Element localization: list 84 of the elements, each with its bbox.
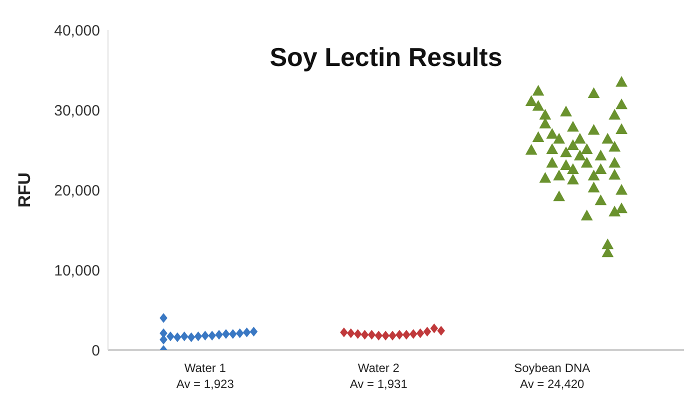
point — [340, 328, 348, 338]
point — [574, 132, 586, 144]
point — [553, 132, 566, 144]
point — [553, 190, 566, 202]
point — [574, 150, 586, 160]
point — [402, 330, 410, 340]
point — [616, 98, 628, 110]
point — [396, 330, 404, 340]
point — [201, 330, 210, 340]
point — [360, 330, 369, 340]
point — [588, 87, 600, 98]
point — [546, 156, 558, 168]
point — [608, 206, 621, 216]
point — [347, 328, 355, 338]
point — [580, 156, 593, 168]
point — [616, 123, 628, 134]
point — [580, 210, 593, 220]
y-tick-label: 40,000 — [54, 22, 100, 40]
point — [602, 132, 614, 144]
point — [553, 170, 566, 180]
point — [616, 76, 628, 87]
point — [616, 184, 628, 195]
point — [567, 163, 579, 174]
point — [368, 330, 376, 340]
point — [546, 128, 558, 139]
point — [602, 238, 614, 250]
point — [567, 120, 579, 132]
point — [594, 163, 607, 174]
point — [608, 168, 621, 180]
point — [242, 328, 251, 338]
point — [215, 330, 223, 340]
y-tick-label: 20,000 — [54, 182, 100, 200]
point — [532, 100, 544, 111]
point — [250, 326, 258, 336]
point — [588, 124, 600, 135]
point — [594, 150, 607, 160]
point — [409, 329, 418, 339]
point — [416, 328, 424, 338]
point — [594, 194, 607, 206]
x-tick-label: Water 1 Av = 1,923 — [176, 361, 234, 391]
point — [525, 95, 538, 106]
point — [437, 326, 445, 336]
point — [588, 182, 600, 192]
point — [174, 332, 182, 342]
point — [532, 131, 544, 142]
point — [608, 156, 621, 168]
point — [616, 202, 628, 214]
y-tick-label: 10,000 — [54, 262, 100, 280]
point — [588, 170, 600, 180]
point — [525, 144, 538, 155]
point — [236, 328, 244, 338]
point — [423, 326, 432, 336]
point — [180, 332, 188, 342]
y-tick-label: 0 — [92, 342, 100, 360]
point — [208, 330, 216, 340]
point — [388, 330, 396, 340]
point — [382, 330, 390, 340]
point — [374, 330, 383, 340]
point — [539, 108, 552, 120]
point — [430, 324, 438, 334]
point — [222, 329, 230, 339]
point — [539, 172, 552, 183]
point — [160, 313, 168, 323]
x-tick-label: Soybean DNA Av = 24,420 — [514, 361, 590, 391]
point — [194, 332, 202, 342]
point — [354, 329, 362, 339]
y-tick-label: 30,000 — [54, 102, 100, 120]
point — [546, 143, 558, 154]
point — [608, 140, 621, 152]
point — [532, 84, 544, 96]
point — [560, 106, 572, 116]
text: Soy Lectin Results — [268, 42, 504, 73]
x-tick-label: Water 2 Av = 1,931 — [350, 361, 408, 391]
point — [160, 334, 168, 344]
point — [560, 159, 572, 170]
y-axis-title: RFU — [15, 172, 34, 208]
point — [608, 108, 621, 120]
point — [567, 139, 579, 150]
point — [580, 143, 593, 154]
point — [567, 174, 579, 184]
point — [560, 146, 572, 158]
point — [229, 329, 237, 339]
point — [166, 332, 174, 342]
point — [187, 332, 196, 342]
